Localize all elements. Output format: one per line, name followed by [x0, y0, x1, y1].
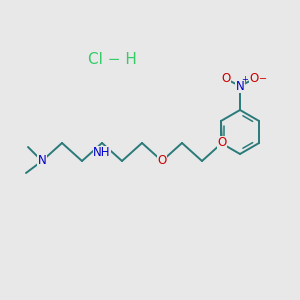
Text: O: O — [158, 154, 166, 167]
Text: O: O — [221, 73, 231, 85]
Text: −: − — [259, 74, 267, 84]
Text: Cl − H: Cl − H — [88, 52, 136, 68]
Text: +: + — [242, 76, 248, 85]
Text: O: O — [249, 73, 259, 85]
Text: NH: NH — [93, 146, 111, 160]
Text: N: N — [236, 80, 244, 92]
Text: N: N — [38, 154, 46, 167]
Text: O: O — [218, 136, 226, 149]
